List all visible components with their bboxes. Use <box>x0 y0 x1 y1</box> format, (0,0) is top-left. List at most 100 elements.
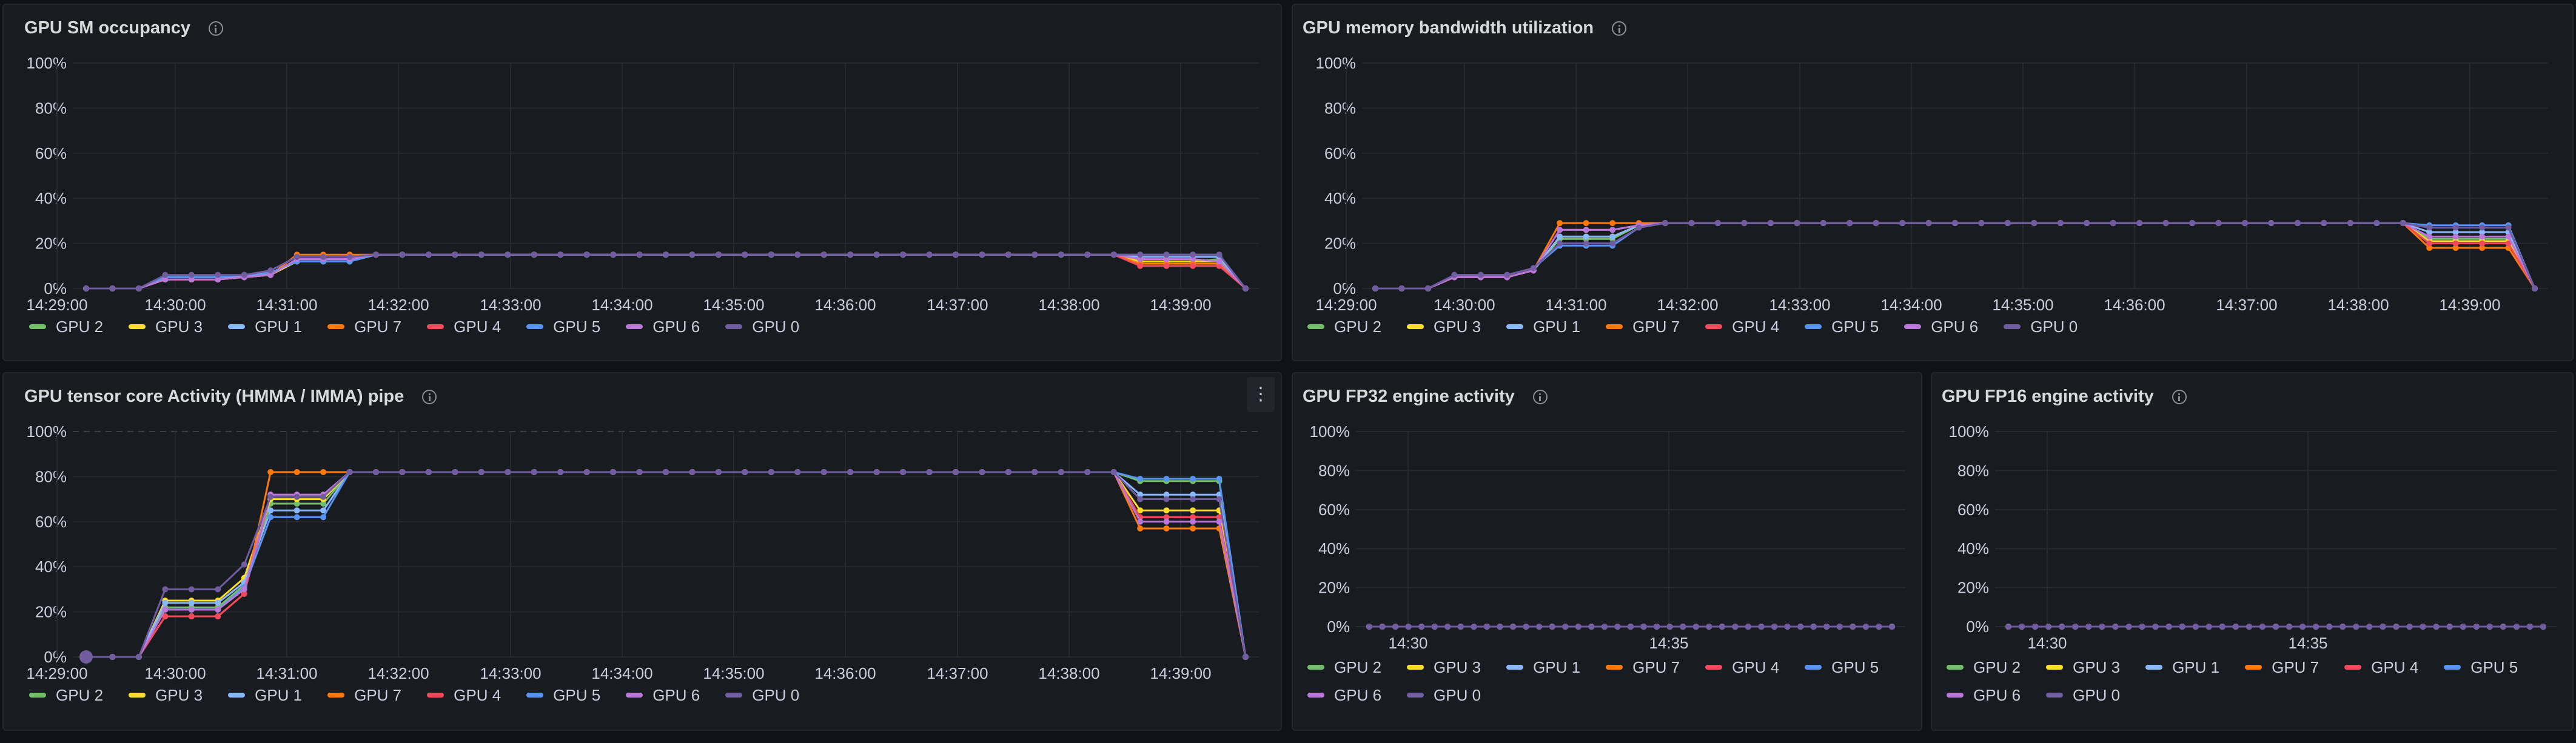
legend-swatch <box>1506 665 1524 670</box>
data-point <box>2505 224 2512 231</box>
legend-item[interactable]: GPU 4 <box>427 681 501 709</box>
y-tick-label: 20% <box>1324 235 1356 253</box>
chart-tensor-core[interactable]: 0% 20% 40% 60% 80% 100% 14:29:00 14:30:00 14:31:… <box>4 373 1282 731</box>
data-point <box>320 501 327 507</box>
chart-memory-bandwidth[interactable]: 0% 20% 40% 60% 80% 100% 14:29:00 14:30:00 14:31:… <box>1293 5 2574 361</box>
legend-item[interactable]: GPU 3 <box>129 681 203 709</box>
data-point <box>1471 624 1477 630</box>
chart-fp16[interactable]: 0% 20% 40% 60% 80% 100% 14:30 14:35 <box>1932 373 2574 731</box>
legend-item[interactable]: GPU 4 <box>1705 313 1779 341</box>
info-icon[interactable] <box>422 389 437 404</box>
data-point <box>742 252 748 258</box>
x-tick-label: 14:34:00 <box>591 296 652 314</box>
legend-item[interactable]: GPU 1 <box>228 681 302 709</box>
data-point <box>636 468 643 475</box>
info-icon[interactable] <box>1612 21 1627 36</box>
data-point <box>610 468 617 475</box>
panel-menu-icon[interactable]: ⋮ <box>1247 377 1275 412</box>
legend-item[interactable]: GPU 5 <box>2444 653 2518 681</box>
data-point <box>1692 624 1699 630</box>
legend-item[interactable]: GPU 4 <box>2344 653 2418 681</box>
legend-item[interactable]: GPU 2 <box>29 681 103 709</box>
y-tick-label: 100% <box>1316 54 1357 72</box>
legend-item[interactable]: GPU 3 <box>129 313 203 341</box>
y-tick-label: 0% <box>1966 618 1989 636</box>
data-point <box>1850 624 1856 630</box>
x-tick-label: 14:31:00 <box>1545 296 1606 314</box>
legend-item[interactable]: GPU 0 <box>2046 681 2120 709</box>
chart-fp32[interactable]: 0% 20% 40% 60% 80% 100% 14:30 14:35 <box>1293 373 1922 731</box>
legend-item[interactable]: GPU 2 <box>1947 653 2021 681</box>
legend-item[interactable]: GPU 2 <box>1307 313 1381 341</box>
legend-item[interactable]: GPU 0 <box>2004 313 2078 341</box>
legend-item[interactable]: GPU 4 <box>1705 653 1779 681</box>
data-point <box>1216 496 1223 502</box>
legend-swatch <box>2344 665 2362 670</box>
data-point <box>2540 624 2546 630</box>
data-point <box>109 654 116 660</box>
legend-item[interactable]: GPU 7 <box>2245 653 2319 681</box>
legend-item[interactable]: GPU 3 <box>2046 653 2120 681</box>
legend-item[interactable]: GPU 5 <box>1805 313 1879 341</box>
legend-item[interactable]: GPU 4 <box>427 313 501 341</box>
legend-item[interactable]: GPU 0 <box>1407 681 1481 709</box>
data-point <box>505 252 511 258</box>
legend-item[interactable]: GPU 2 <box>1307 653 1381 681</box>
data-point <box>1392 624 1399 630</box>
data-point <box>2162 220 2169 227</box>
legend-item[interactable]: GPU 1 <box>228 313 302 341</box>
legend-label: GPU 1 <box>1533 317 1581 336</box>
series-line-gpu-0 <box>86 253 1247 290</box>
legend: GPU 2 GPU 3 GPU 1 GPU 7 GPU 4 GPU 5 GPU 6 GPU 0 <box>1307 313 2557 341</box>
legend-item[interactable]: GPU 5 <box>1805 653 1879 681</box>
legend-item[interactable]: GPU 7 <box>1606 653 1680 681</box>
legend-item[interactable]: GPU 2 <box>29 313 103 341</box>
legend: GPU 2 GPU 3 GPU 1 GPU 7 GPU 4 GPU 5 GPU 6 GPU 0 <box>1947 653 2565 709</box>
legend-item[interactable]: GPU 6 <box>1904 313 1978 341</box>
data-point <box>1137 496 1144 502</box>
legend-item[interactable]: GPU 7 <box>327 681 401 709</box>
legend-item[interactable]: GPU 7 <box>327 313 401 341</box>
legend-item[interactable]: GPU 0 <box>725 681 799 709</box>
data-point <box>215 606 221 613</box>
panel-gpu-fp16[interactable]: GPU FP16 engine activity 0% 20% 40% 60% 80% 1… <box>1931 372 2574 731</box>
info-icon[interactable] <box>1532 389 1548 404</box>
legend-item[interactable]: GPU 1 <box>2145 653 2219 681</box>
data-point <box>742 468 748 475</box>
panel-gpu-tensor-core[interactable]: GPU tensor core Activity (HMMA / IMMA) p… <box>2 372 1282 731</box>
legend-item[interactable]: GPU 5 <box>526 681 600 709</box>
data-point <box>979 252 985 258</box>
legend-item[interactable]: GPU 1 <box>1506 313 1580 341</box>
x-tick-label: 14:38:00 <box>2327 296 2389 314</box>
legend-item[interactable]: GPU 3 <box>1407 313 1481 341</box>
info-icon[interactable] <box>2172 389 2187 404</box>
legend-item[interactable]: GPU 1 <box>1506 653 1580 681</box>
legend-item[interactable]: GPU 6 <box>1947 681 2021 709</box>
panel-gpu-fp32[interactable]: GPU FP32 engine activity 0% 20% 40% 60% 80% 1… <box>1292 372 1922 731</box>
data-point <box>241 590 247 597</box>
data-point <box>1609 240 1616 247</box>
info-icon[interactable] <box>208 21 223 36</box>
panel-gpu-sm-occupancy[interactable]: GPU SM occupancy 0% 20% 40% 60% 80% 100% 14:29… <box>2 4 1282 361</box>
data-point <box>1862 624 1869 630</box>
data-point <box>1978 220 1985 227</box>
panel-gpu-memory-bandwidth[interactable]: GPU memory bandwidth utilization 0% 20% 40… <box>1292 4 2574 361</box>
data-point <box>293 514 300 521</box>
data-point <box>1797 624 1804 630</box>
data-point <box>2242 220 2248 227</box>
legend-swatch <box>526 324 544 329</box>
legend-item[interactable]: GPU 6 <box>626 313 700 341</box>
x-tick-label: 14:37:00 <box>927 296 988 314</box>
data-point <box>1137 476 1144 482</box>
legend-item[interactable]: GPU 6 <box>626 681 700 709</box>
y-tick-label: 40% <box>1318 539 1350 558</box>
data-point <box>373 252 379 258</box>
legend-item[interactable]: GPU 6 <box>1307 681 1381 709</box>
data-point <box>1662 220 1668 227</box>
legend-item[interactable]: GPU 0 <box>725 313 799 341</box>
legend-item[interactable]: GPU 7 <box>1606 313 1680 341</box>
chart-sm-occupancy[interactable]: 0% 20% 40% 60% 80% 100% 14:29:00 14:30:00 14:31:… <box>4 5 1282 361</box>
data-point <box>188 613 195 620</box>
legend-item[interactable]: GPU 3 <box>1407 653 1481 681</box>
legend-item[interactable]: GPU 5 <box>526 313 600 341</box>
